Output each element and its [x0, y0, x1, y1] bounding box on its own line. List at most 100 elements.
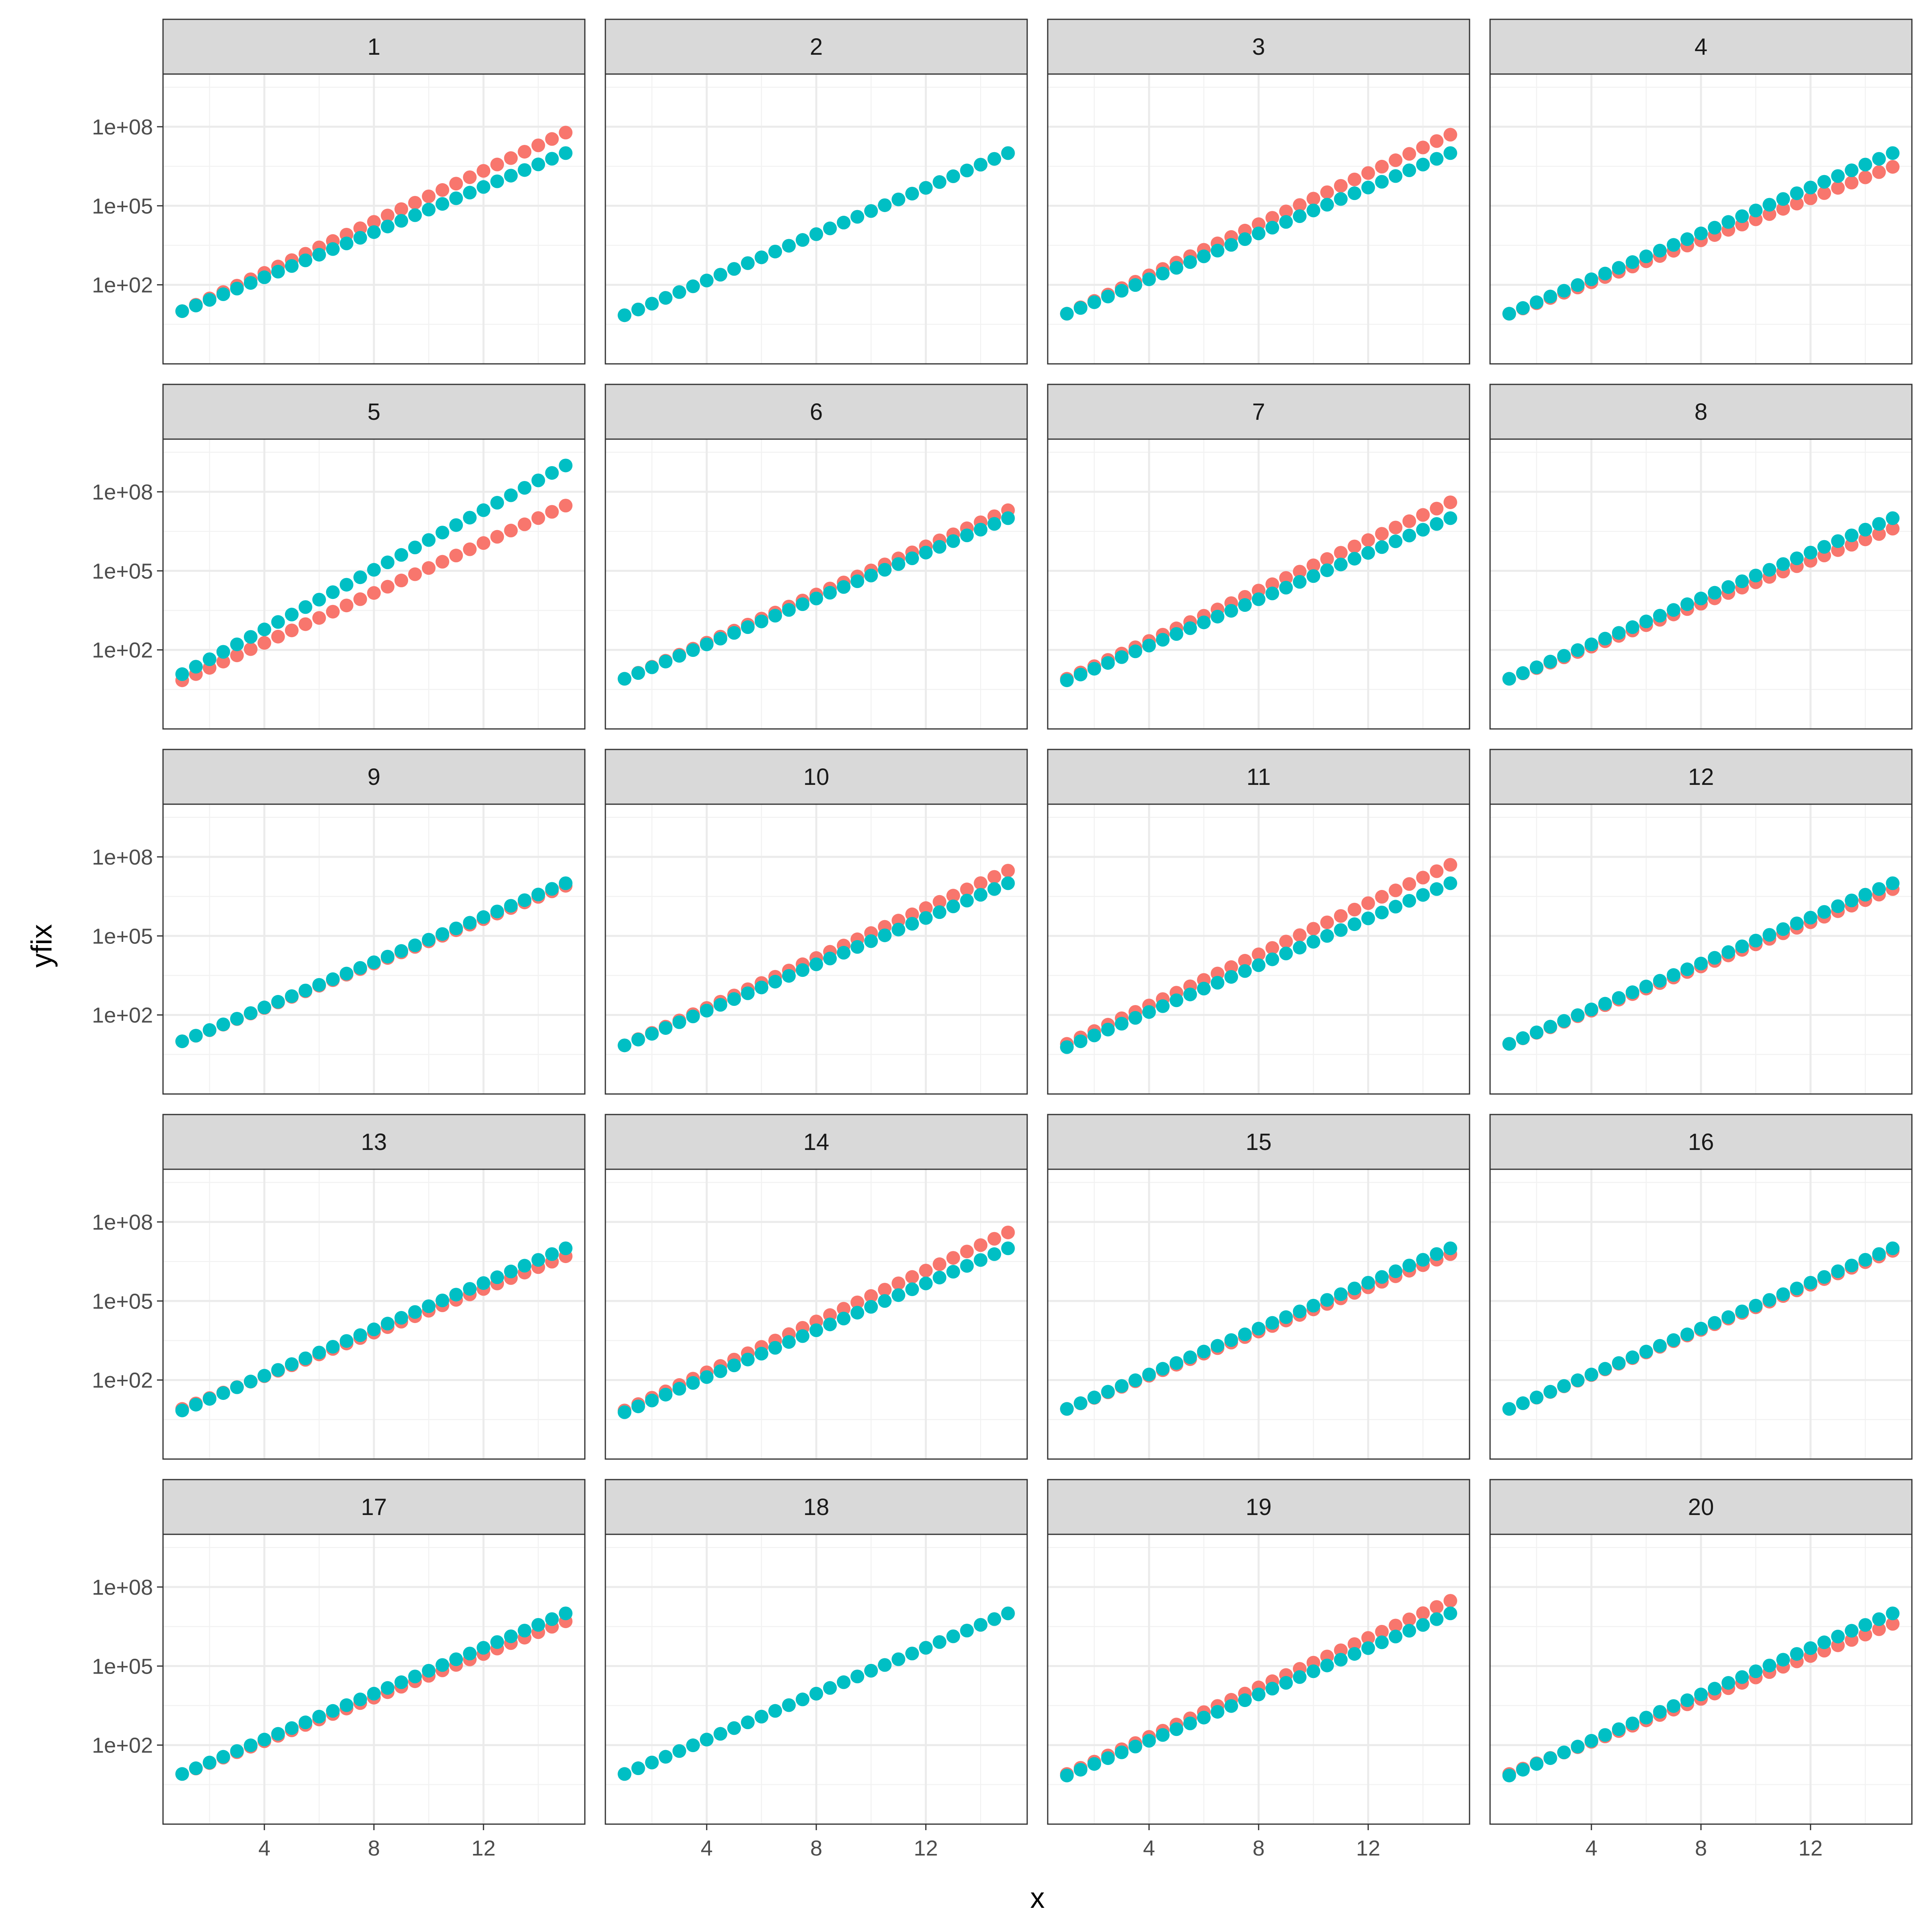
data-point-teal: [463, 511, 477, 525]
x-tick-label: 4: [1143, 1836, 1155, 1860]
data-point-teal: [1156, 1728, 1170, 1742]
data-point-teal: [1776, 1287, 1790, 1301]
data-point-teal: [631, 302, 645, 316]
data-point-red: [1279, 204, 1293, 219]
data-point-teal: [1543, 289, 1557, 303]
data-point-teal: [987, 1612, 1001, 1626]
data-point-teal: [298, 983, 312, 997]
facet-panel: 14: [605, 1114, 1028, 1460]
data-point-teal: [449, 1652, 463, 1666]
data-point-teal: [1210, 1339, 1224, 1353]
data-point-teal: [408, 208, 422, 222]
data-point-teal: [1735, 209, 1749, 223]
facet-panel: 8: [1489, 384, 1913, 730]
data-point-teal: [1430, 1247, 1444, 1261]
data-point-teal: [864, 204, 878, 218]
data-point-teal: [974, 1618, 988, 1632]
data-point-red: [919, 1263, 933, 1278]
data-point-teal: [768, 974, 782, 989]
data-point-teal: [1252, 226, 1265, 240]
data-point-teal: [727, 1721, 741, 1735]
data-point-teal: [987, 517, 1001, 531]
data-point-red: [1293, 565, 1307, 579]
data-point-teal: [518, 1259, 532, 1273]
data-point-teal: [1516, 666, 1530, 680]
data-point-red: [974, 1238, 988, 1252]
data-point-red: [1307, 922, 1321, 936]
data-point-teal: [1060, 307, 1074, 321]
data-point-teal: [1252, 592, 1265, 606]
data-point-teal: [1334, 1287, 1348, 1301]
data-point-teal: [960, 528, 974, 543]
data-point-teal: [1639, 1344, 1653, 1358]
data-point-teal: [1101, 289, 1115, 303]
data-point-teal: [782, 603, 796, 617]
data-point-red: [1872, 165, 1886, 179]
data-point-teal: [1156, 266, 1170, 281]
data-point-teal: [1694, 1687, 1708, 1701]
data-point-teal: [559, 1241, 573, 1255]
data-point-teal: [1279, 946, 1293, 960]
data-point-teal: [353, 570, 367, 584]
y-tick-label: 1e+08: [92, 115, 153, 139]
data-point-teal: [1804, 1276, 1818, 1290]
data-point-teal: [490, 904, 504, 919]
data-point-teal: [477, 1276, 491, 1290]
data-point-teal: [518, 163, 532, 177]
facet-strip: [605, 19, 1028, 75]
data-point-teal: [1735, 1305, 1749, 1319]
data-point-teal: [1571, 1373, 1585, 1387]
data-point-teal: [1680, 962, 1694, 976]
data-point-red: [1307, 558, 1321, 572]
data-point-red: [518, 144, 532, 159]
data-point-teal: [919, 911, 933, 925]
data-point-teal: [1348, 552, 1362, 566]
data-point-red: [1389, 153, 1403, 167]
facet-strip-label: 1: [367, 34, 380, 60]
data-point-red: [1348, 172, 1362, 186]
data-point-red: [559, 499, 573, 513]
data-point-teal: [1530, 660, 1544, 674]
data-point-teal: [741, 620, 755, 634]
data-point-teal: [1886, 146, 1900, 160]
data-point-teal: [1334, 923, 1348, 937]
data-point-teal: [1776, 192, 1790, 206]
data-point-teal: [1115, 1745, 1129, 1759]
data-point-red: [1361, 166, 1375, 180]
facet-strip-label: 18: [803, 1494, 830, 1520]
data-point-teal: [1156, 1362, 1170, 1376]
data-point-teal: [1238, 1693, 1252, 1707]
data-point-teal: [878, 1294, 892, 1308]
data-point-teal: [1001, 511, 1015, 525]
data-point-teal: [1224, 1699, 1238, 1713]
data-point-teal: [559, 1606, 573, 1620]
facet-strip: [1047, 384, 1470, 440]
y-tick-label: 1e+02: [92, 638, 153, 663]
y-axis-title: yfix: [26, 924, 58, 968]
facet-panel: 12: [1489, 749, 1913, 1095]
data-point-red: [1886, 522, 1900, 536]
data-point-red: [878, 1283, 892, 1297]
data-point-red: [244, 642, 258, 656]
data-point-teal: [782, 239, 796, 253]
data-point-teal: [1279, 581, 1293, 595]
data-point-red: [1279, 935, 1293, 949]
data-point-teal: [837, 216, 851, 230]
data-point-teal: [1721, 945, 1736, 959]
data-point-teal: [727, 1358, 741, 1373]
data-point-teal: [1320, 929, 1334, 943]
data-point-teal: [946, 1265, 960, 1279]
data-point-red: [1348, 539, 1362, 553]
data-point-teal: [1115, 1017, 1129, 1031]
data-point-teal: [1087, 1757, 1101, 1771]
data-point-red: [1402, 514, 1416, 528]
data-point-teal: [823, 1317, 837, 1331]
data-point-teal: [1886, 1241, 1900, 1255]
data-point-teal: [463, 186, 477, 200]
data-point-teal: [1831, 899, 1845, 913]
data-point-teal: [713, 268, 727, 282]
data-point-red: [298, 617, 312, 631]
facet-strip-label: 12: [1688, 764, 1714, 790]
data-point-teal: [1101, 656, 1115, 670]
data-point-teal: [230, 637, 244, 651]
